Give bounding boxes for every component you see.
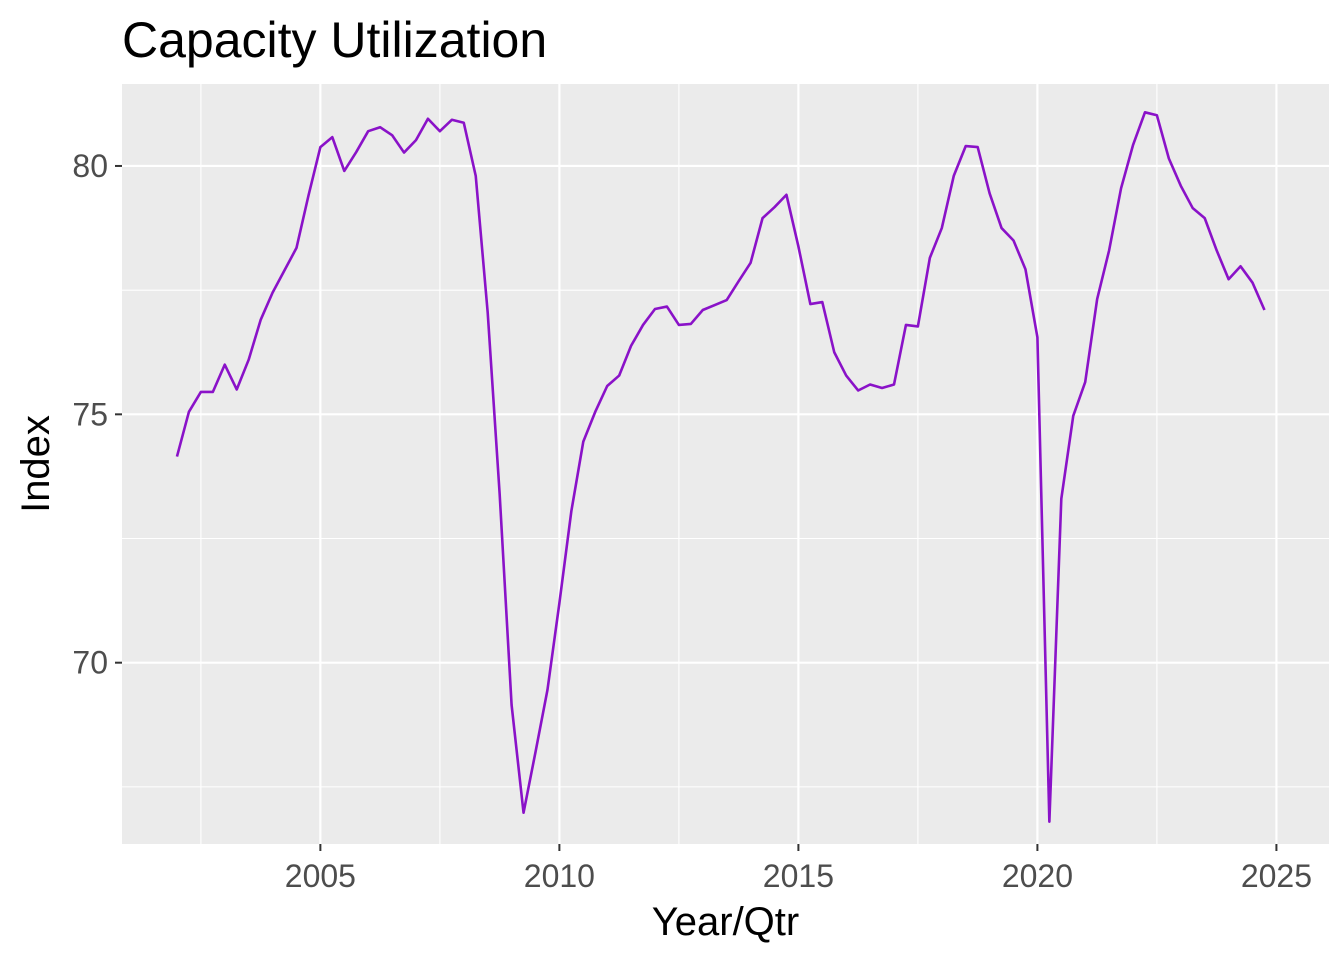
x-axis-title: Year/Qtr: [652, 900, 799, 944]
y-axis: 70 75 80: [72, 148, 122, 681]
y-tick-label: 80: [72, 148, 108, 184]
series-layer: [175, 111, 1266, 823]
x-tick-label: 2010: [524, 858, 595, 894]
chart-title: Capacity Utilization: [122, 12, 547, 68]
minor-gridlines: [122, 84, 1329, 844]
x-tick-label: 2020: [1002, 858, 1073, 894]
x-axis: 2005 2010 2015 2020 2025: [285, 844, 1312, 894]
series-line: [175, 111, 1266, 823]
plot-panel: [122, 84, 1329, 844]
y-tick-label: 70: [72, 645, 108, 681]
x-tick-label: 2015: [763, 858, 834, 894]
y-tick-label: 75: [72, 396, 108, 432]
y-axis-title: Index: [14, 415, 58, 513]
x-tick-label: 2025: [1241, 858, 1312, 894]
major-gridlines: [122, 84, 1329, 844]
x-tick-label: 2005: [285, 858, 356, 894]
